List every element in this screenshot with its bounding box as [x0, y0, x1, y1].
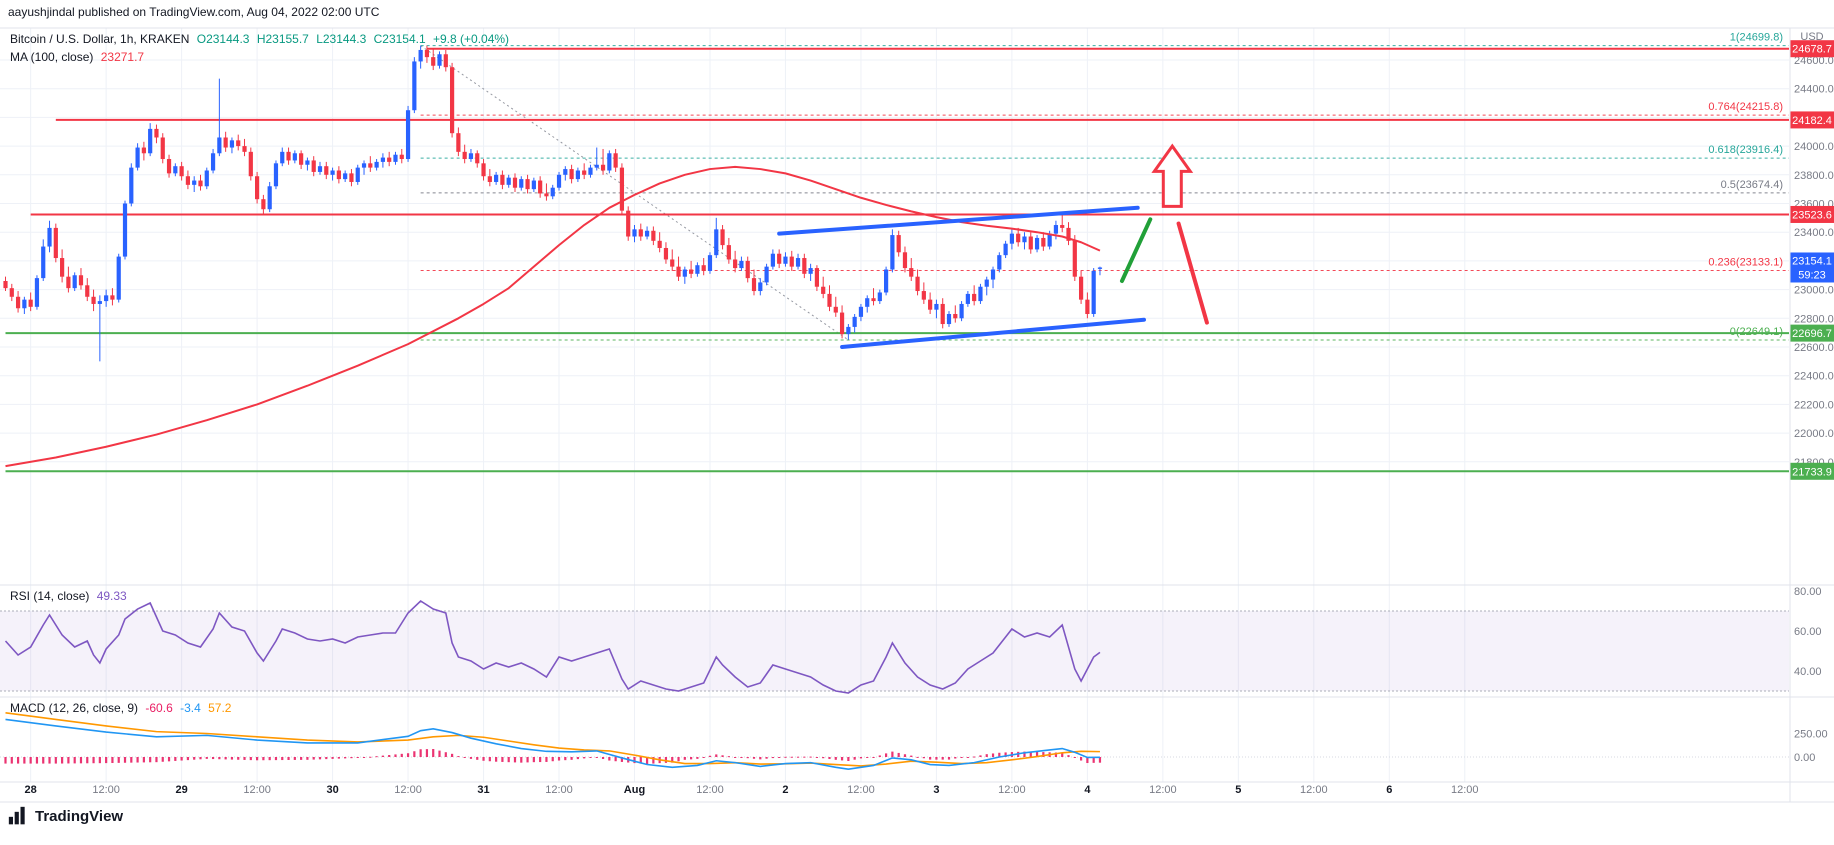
- symbol-legend[interactable]: Bitcoin / U.S. Dollar, 1h, KRAKEN O23144…: [10, 32, 513, 46]
- fib-label: 0.618(23916.4): [1708, 144, 1783, 156]
- ma-legend[interactable]: MA (100, close) 23271.7: [10, 50, 148, 64]
- svg-text:80.00: 80.00: [1794, 586, 1822, 598]
- fib-labels: 1(24699.8) 0.764(24215.8) 0.618(23916.4) 0.…: [1708, 32, 1783, 338]
- svg-text:31: 31: [477, 784, 489, 796]
- price-label-badge: 23154.1 59:23: [1790, 252, 1834, 283]
- fib-label: 0.764(24215.8): [1708, 101, 1783, 113]
- ohlc-open: O23144.3: [196, 32, 250, 46]
- svg-text:12:00: 12:00: [1451, 784, 1479, 796]
- svg-text:60.00: 60.00: [1794, 626, 1822, 638]
- svg-text:12:00: 12:00: [696, 784, 724, 796]
- svg-text:22400.0: 22400.0: [1794, 371, 1834, 383]
- price-label-badges: 24678.7 24182.4 23523.6 23154.1 59:23 22696.7…: [1790, 40, 1834, 480]
- ma100-line[interactable]: [5, 165, 1101, 468]
- svg-text:12:00: 12:00: [394, 784, 422, 796]
- annotation-line[interactable]: [1176, 221, 1209, 325]
- price-label-badge: 22696.7: [1790, 324, 1834, 342]
- svg-text:23523.6: 23523.6: [1792, 209, 1832, 221]
- price-label-badge: 21733.9: [1790, 462, 1834, 480]
- ohlc-change: +9.8 (+0.04%): [433, 32, 510, 46]
- macd-legend[interactable]: MACD (12, 26, close, 9) -60.6 -3.4 57.2: [10, 701, 235, 715]
- tradingview-logo-icon: [8, 806, 25, 825]
- svg-text:22600.0: 22600.0: [1794, 342, 1834, 354]
- svg-text:12:00: 12:00: [998, 784, 1026, 796]
- price-pane: [3, 45, 1789, 473]
- svg-text:40.00: 40.00: [1794, 666, 1822, 678]
- svg-text:250.00: 250.00: [1794, 729, 1828, 741]
- rsi-line[interactable]: [4, 599, 1101, 694]
- rsi-pane: [0, 599, 1789, 694]
- macd-line[interactable]: [5, 718, 1100, 771]
- tradingview-brand-text: TradingView: [35, 807, 124, 825]
- svg-text:4: 4: [1084, 784, 1091, 796]
- svg-text:59:23: 59:23: [1798, 269, 1826, 281]
- macd-pane: [0, 712, 1789, 771]
- svg-text:3: 3: [933, 784, 939, 796]
- price-label-badge: 24678.7: [1790, 40, 1834, 58]
- svg-text:23800.0: 23800.0: [1794, 170, 1834, 182]
- svg-text:22200.0: 22200.0: [1794, 399, 1834, 411]
- svg-text:0.00: 0.00: [1794, 752, 1815, 764]
- trendline[interactable]: [840, 317, 1146, 349]
- fib-baseline[interactable]: [420, 45, 849, 341]
- svg-text:22000.0: 22000.0: [1794, 428, 1834, 440]
- macd-hist-value: -60.6: [145, 701, 173, 715]
- svg-text:Aug: Aug: [624, 784, 645, 796]
- macd-label: MACD (12, 26, close, 9): [10, 701, 139, 715]
- svg-text:24400.0: 24400.0: [1794, 84, 1834, 96]
- svg-text:12:00: 12:00: [92, 784, 120, 796]
- price-axis[interactable]: USD24600.024400.024200.024000.023800.023…: [1794, 31, 1834, 764]
- svg-text:22800.0: 22800.0: [1794, 313, 1834, 325]
- svg-text:24000.0: 24000.0: [1794, 141, 1834, 153]
- svg-text:12:00: 12:00: [1149, 784, 1177, 796]
- svg-text:22696.7: 22696.7: [1792, 328, 1832, 340]
- svg-text:23000.0: 23000.0: [1794, 285, 1834, 297]
- axis-currency-label: USD: [1800, 31, 1823, 43]
- rsi-legend[interactable]: RSI (14, close) 49.33: [10, 589, 131, 603]
- symbol-title: Bitcoin / U.S. Dollar, 1h, KRAKEN: [10, 32, 190, 46]
- svg-text:6: 6: [1386, 784, 1392, 796]
- ma-value: 23271.7: [100, 50, 145, 64]
- svg-text:12:00: 12:00: [1300, 784, 1328, 796]
- ma-label: MA (100, close): [10, 50, 94, 64]
- svg-text:24678.7: 24678.7: [1792, 44, 1832, 56]
- svg-text:12:00: 12:00: [243, 784, 271, 796]
- attribution-text: aayushjindal published on TradingView.co…: [8, 5, 380, 19]
- up-arrow-annotation[interactable]: [1151, 143, 1194, 208]
- svg-text:23400.0: 23400.0: [1794, 227, 1834, 239]
- svg-text:12:00: 12:00: [545, 784, 573, 796]
- annotation-line[interactable]: [1119, 217, 1153, 283]
- candles-layer: [3, 45, 1103, 362]
- tradingview-watermark[interactable]: TradingView: [8, 806, 123, 826]
- svg-text:28: 28: [25, 784, 37, 796]
- svg-text:21733.9: 21733.9: [1792, 466, 1832, 478]
- price-label-badge: 23523.6: [1790, 205, 1834, 223]
- svg-text:23154.1: 23154.1: [1792, 255, 1832, 267]
- svg-text:24600.0: 24600.0: [1794, 55, 1834, 67]
- rsi-value: 49.33: [96, 589, 127, 603]
- svg-text:5: 5: [1235, 784, 1241, 796]
- svg-text:12:00: 12:00: [847, 784, 875, 796]
- ohlc-low: L23144.3: [316, 32, 367, 46]
- fib-label: 1(24699.8): [1730, 32, 1783, 44]
- macd-signal-value: 57.2: [208, 701, 232, 715]
- fib-label: 0.236(23133.1): [1708, 257, 1783, 269]
- price-label-badge: 24182.4: [1790, 111, 1834, 129]
- trendline[interactable]: [777, 205, 1140, 236]
- svg-text:30: 30: [326, 784, 338, 796]
- svg-text:29: 29: [175, 784, 187, 796]
- ohlc-high: H23155.7: [256, 32, 309, 46]
- svg-text:24182.4: 24182.4: [1792, 115, 1832, 127]
- svg-text:2: 2: [782, 784, 788, 796]
- fib-label: 0.5(23674.4): [1721, 179, 1783, 191]
- macd-line-value: -3.4: [180, 701, 201, 715]
- time-axis[interactable]: 28 12:00 29 12:00 30 12:00 31 12:00 Aug 12:00 2 12:…: [25, 784, 1479, 796]
- ohlc-close: C23154.1: [373, 32, 426, 46]
- rsi-label: RSI (14, close): [10, 589, 90, 603]
- fib-label: 0(22649.1): [1730, 326, 1783, 338]
